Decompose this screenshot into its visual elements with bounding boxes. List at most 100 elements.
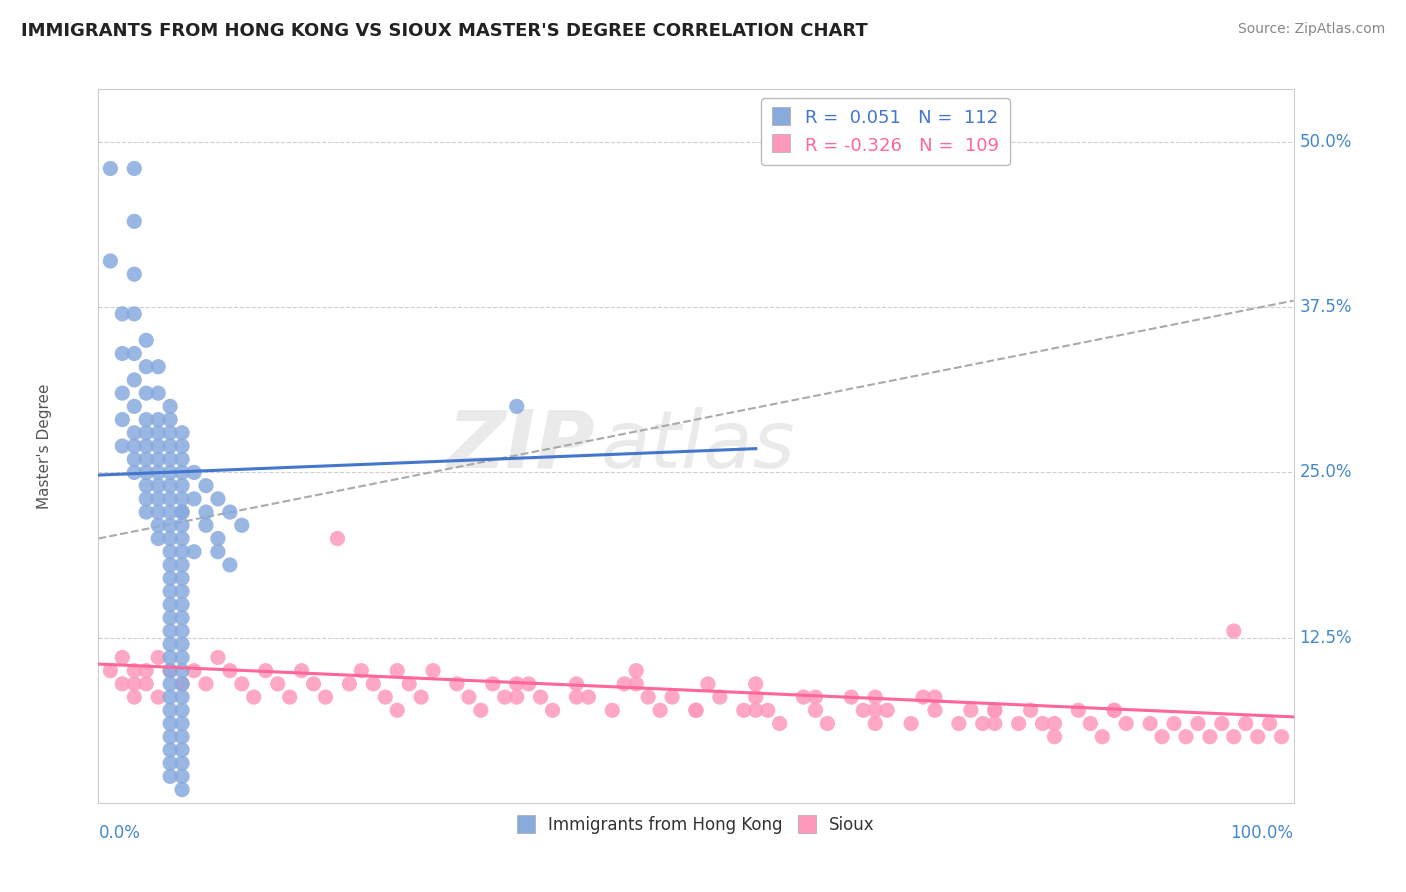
Point: [135, 412, 157, 426]
Text: 25.0%: 25.0%: [1299, 464, 1353, 482]
Point: [135, 425, 157, 440]
Point: [578, 690, 600, 704]
Point: [124, 452, 146, 467]
Point: [1043, 730, 1066, 744]
Point: [124, 307, 146, 321]
Point: [852, 703, 875, 717]
Point: [111, 439, 134, 453]
Point: [900, 716, 922, 731]
Point: [124, 425, 146, 440]
Point: [172, 558, 194, 572]
Point: [1163, 716, 1185, 731]
Point: [172, 677, 194, 691]
Point: [398, 677, 420, 691]
Text: Master's Degree: Master's Degree: [37, 384, 52, 508]
Point: [159, 677, 181, 691]
Point: [172, 716, 194, 731]
Point: [815, 716, 838, 731]
Point: [172, 690, 194, 704]
Point: [385, 703, 409, 717]
Point: [960, 703, 983, 717]
Point: [1139, 716, 1161, 731]
Point: [135, 478, 157, 492]
Point: [207, 650, 229, 665]
Point: [159, 598, 181, 612]
Point: [984, 716, 1007, 731]
Point: [363, 677, 385, 691]
Point: [195, 478, 218, 492]
Point: [911, 690, 934, 704]
Point: [159, 505, 181, 519]
Point: [148, 425, 170, 440]
Point: [948, 716, 970, 731]
Text: atlas: atlas: [600, 407, 796, 485]
Point: [1080, 716, 1102, 731]
Point: [159, 545, 181, 559]
Point: [446, 677, 468, 691]
Point: [124, 664, 146, 678]
Point: [172, 624, 194, 638]
Point: [207, 491, 229, 506]
Point: [339, 677, 361, 691]
Point: [124, 466, 146, 480]
Point: [111, 412, 134, 426]
Point: [422, 664, 444, 678]
Point: [278, 690, 301, 704]
Point: [924, 703, 946, 717]
Point: [159, 769, 181, 783]
Point: [865, 716, 887, 731]
Point: [195, 518, 218, 533]
Point: [984, 703, 1007, 717]
Point: [613, 677, 636, 691]
Point: [148, 359, 170, 374]
Point: [159, 425, 181, 440]
Point: [804, 703, 827, 717]
Point: [135, 677, 157, 691]
Point: [1104, 703, 1126, 717]
Point: [326, 532, 349, 546]
Point: [111, 307, 134, 321]
Point: [626, 677, 648, 691]
Point: [159, 400, 181, 414]
Point: [602, 703, 624, 717]
Point: [159, 664, 181, 678]
Point: [148, 452, 170, 467]
Point: [148, 532, 170, 546]
Point: [135, 452, 157, 467]
Point: [1187, 716, 1209, 731]
Point: [148, 650, 170, 665]
Text: 0.0%: 0.0%: [98, 824, 141, 842]
Point: [924, 690, 946, 704]
Point: [135, 505, 157, 519]
Point: [648, 703, 672, 717]
Point: [172, 452, 194, 467]
Point: [183, 545, 205, 559]
Point: [219, 505, 242, 519]
Point: [302, 677, 325, 691]
Point: [172, 571, 194, 585]
Point: [159, 611, 181, 625]
Point: [159, 730, 181, 744]
Point: [148, 690, 170, 704]
Point: [148, 505, 170, 519]
Point: [685, 703, 707, 717]
Point: [207, 532, 229, 546]
Point: [506, 677, 529, 691]
Point: [124, 267, 146, 281]
Point: [172, 478, 194, 492]
Point: [159, 478, 181, 492]
Text: ZIP: ZIP: [447, 407, 595, 485]
Point: [254, 664, 277, 678]
Point: [768, 716, 790, 731]
Point: [745, 677, 768, 691]
Point: [98, 254, 122, 268]
Point: [172, 611, 194, 625]
Point: [709, 690, 731, 704]
Point: [219, 664, 242, 678]
Point: [159, 690, 181, 704]
Point: [1234, 716, 1257, 731]
Point: [183, 466, 205, 480]
Point: [172, 532, 194, 546]
Point: [1091, 730, 1114, 744]
Point: [231, 677, 253, 691]
